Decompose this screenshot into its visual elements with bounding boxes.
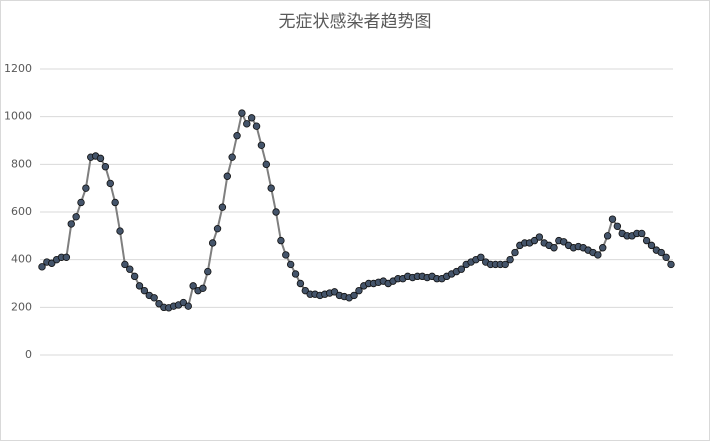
data-point (506, 255, 514, 264)
data-point (140, 286, 149, 295)
data-point (228, 153, 236, 161)
chart-title: 无症状感染者趋势图 (279, 12, 432, 32)
data-point (179, 298, 188, 307)
data-point (301, 286, 310, 295)
data-point (667, 260, 675, 269)
data-point (184, 302, 192, 310)
data-point (121, 260, 129, 269)
data-point (599, 244, 607, 252)
data-point (594, 251, 602, 259)
y-tick-label: 600 (11, 205, 32, 218)
data-point (257, 141, 266, 149)
data-point (213, 224, 222, 233)
data-point (116, 227, 124, 235)
data-point (111, 198, 119, 207)
data-point (204, 267, 212, 276)
data-point (101, 163, 110, 171)
data-point (277, 236, 285, 245)
data-point (252, 122, 261, 130)
data-point (208, 239, 217, 247)
data-point (106, 179, 114, 188)
data-point (199, 284, 207, 292)
data-point (642, 236, 651, 245)
data-point (77, 198, 85, 207)
data-point (501, 260, 509, 269)
data-point (150, 294, 158, 302)
data-point (223, 172, 231, 180)
data-point (243, 120, 251, 128)
data-point (530, 236, 539, 245)
data-point (48, 259, 56, 267)
data-point (603, 232, 612, 240)
data-point (657, 248, 665, 257)
data-point (355, 286, 363, 295)
y-tick-label: 0 (25, 348, 32, 361)
data-point (96, 154, 105, 163)
data-point (130, 272, 139, 281)
data-point (155, 300, 163, 308)
y-tick-label: 400 (11, 253, 32, 266)
data-point (330, 288, 339, 296)
y-tick-label: 1200 (4, 62, 32, 75)
data-point (218, 203, 227, 211)
data-point (247, 114, 256, 122)
data-point (82, 184, 90, 192)
data-point (350, 291, 358, 300)
data-point (608, 215, 617, 223)
data-point (511, 248, 519, 257)
data-point (550, 244, 558, 252)
data-point (38, 263, 46, 271)
data-point (67, 220, 75, 228)
y-tick-label: 800 (11, 157, 32, 170)
y-tick-label: 200 (11, 300, 32, 313)
data-point (282, 251, 290, 259)
data-point (72, 213, 80, 221)
data-point (238, 109, 246, 117)
data-point (267, 184, 275, 192)
data-point (262, 160, 270, 169)
data-point (477, 253, 485, 261)
data-point (535, 233, 544, 241)
data-point (291, 270, 300, 278)
data-point (613, 222, 622, 230)
data-point (560, 238, 568, 246)
data-point (135, 282, 144, 290)
data-point (286, 260, 295, 269)
data-point (189, 282, 197, 290)
data-point (296, 279, 305, 288)
data-point (662, 253, 670, 261)
data-point (233, 132, 241, 140)
data-point (647, 241, 656, 250)
data-point (62, 253, 71, 261)
data-point (272, 208, 280, 216)
data-point (126, 265, 134, 273)
y-tick-label: 1000 (4, 110, 32, 123)
data-point (457, 265, 466, 273)
data-point (638, 229, 646, 238)
